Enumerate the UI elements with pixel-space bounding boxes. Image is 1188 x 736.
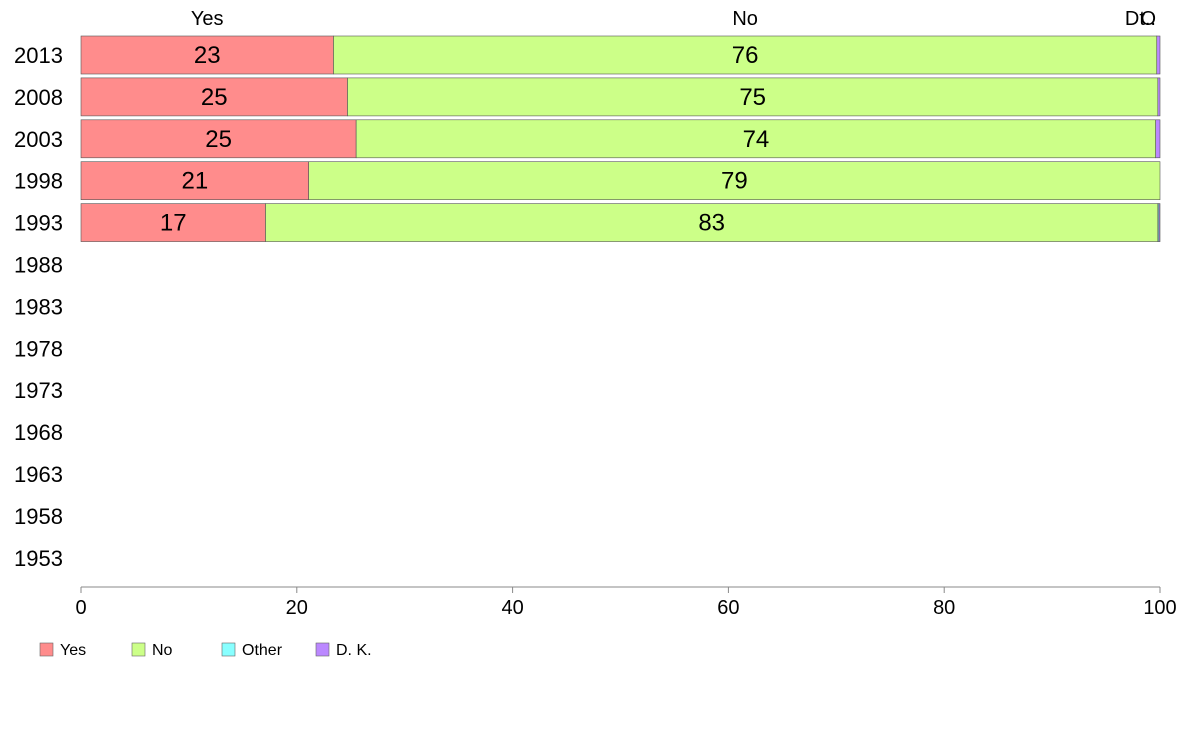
y-tick-label: 1983 <box>14 294 63 319</box>
y-axis: 2013 2008 2003 1998 1993 1988 1983 1978 1973 1968… <box>14 43 63 571</box>
bar-value-label: 74 <box>743 126 770 153</box>
y-tick-label: 1978 <box>14 336 63 361</box>
bar-segment-d-k <box>1157 77 1161 117</box>
top-series-label: Yes <box>191 8 224 30</box>
top-series-label: Dt.. <box>1125 8 1156 30</box>
bar-segment-no <box>308 161 1161 200</box>
y-tick-label: 2008 <box>14 85 63 110</box>
x-tick-label: 100 <box>1143 597 1176 619</box>
legend-swatch <box>131 642 146 657</box>
legend-swatch <box>39 642 54 657</box>
bar-segment-yes <box>80 161 309 200</box>
y-tick-label: 1958 <box>14 504 63 529</box>
legend-label: D. K. <box>336 642 372 659</box>
legend: Yes No Other D. K. <box>39 642 372 659</box>
bar-value-label: 76 <box>732 42 759 69</box>
bar-segment-no <box>333 35 1158 75</box>
bar-value-label: 79 <box>721 168 748 195</box>
bar-segment-no <box>347 77 1159 117</box>
x-tick-label: 0 <box>75 597 86 619</box>
x-tick-label: 60 <box>717 597 739 619</box>
bar-segment-d-k <box>1158 203 1161 242</box>
bars <box>80 35 1161 242</box>
bar-value-label: 75 <box>739 84 766 111</box>
y-tick-label: 1953 <box>14 546 63 571</box>
bar-data-labels: 23 76 25 75 25 74 21 79 17 83 <box>160 42 769 237</box>
bar-segment-no <box>355 119 1156 159</box>
y-tick-label: 1963 <box>14 462 63 487</box>
bar-value-label: 23 <box>194 42 221 69</box>
bar-value-label: 21 <box>181 168 208 195</box>
bar-segment-yes <box>80 119 357 159</box>
bar-segment-no <box>265 203 1159 242</box>
x-axis: 0 20 40 60 80 100 <box>75 586 1177 619</box>
x-tick-label: 40 <box>501 597 523 619</box>
y-tick-label: 1968 <box>14 420 63 445</box>
bar-segment-yes <box>80 203 266 242</box>
x-tick-label: 80 <box>933 597 955 619</box>
y-tick-label: 1988 <box>14 253 63 278</box>
legend-swatch <box>221 642 236 657</box>
y-tick-label: 1993 <box>14 211 63 236</box>
y-tick-label: 1998 <box>14 169 63 194</box>
legend-swatch <box>315 642 330 657</box>
top-series-labels: Yes No ODt.. <box>191 8 1156 30</box>
bar-segment-d-k <box>1156 35 1161 75</box>
legend-label: Other <box>242 642 283 659</box>
x-tick-label: 20 <box>286 597 308 619</box>
bar-value-label: 25 <box>205 126 232 153</box>
legend-label: Yes <box>60 642 86 659</box>
y-tick-label: 2013 <box>14 43 63 68</box>
bar-value-label: 25 <box>201 84 228 111</box>
bar-value-label: 83 <box>698 210 725 237</box>
bar-segment-d-k <box>1155 119 1161 159</box>
y-tick-label: 2003 <box>14 127 63 152</box>
top-series-label: O <box>1140 8 1156 30</box>
top-series-label: No <box>732 8 758 30</box>
y-tick-label: 1973 <box>14 378 63 403</box>
bar-value-label: 17 <box>160 210 187 237</box>
legend-label: No <box>152 642 173 659</box>
